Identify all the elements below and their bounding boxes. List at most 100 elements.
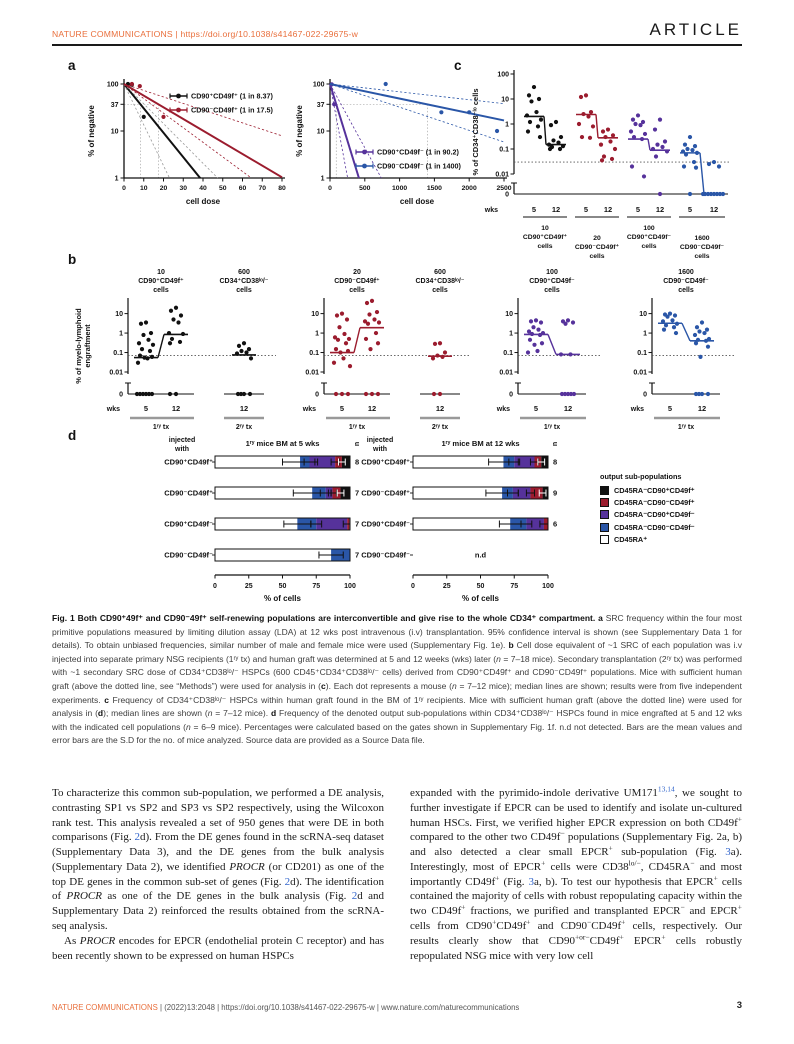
svg-text:9: 9 <box>553 489 557 498</box>
figure-reference-link[interactable]: 2 <box>284 875 291 888</box>
svg-text:1: 1 <box>315 331 319 338</box>
figure-reference-link[interactable]: 3 <box>528 875 535 888</box>
svg-text:% of cells: % of cells <box>462 594 499 603</box>
panel-c-plot: 100 10 1 0.1 0.01 0 % of CD34⁺CD38⁻ˡᵒ cells wks… <box>471 70 730 260</box>
svg-text:0: 0 <box>122 185 126 192</box>
legend-entry-label: CD45RA⁺ <box>614 534 648 544</box>
svg-text:CD90⁻CD49f⁻: CD90⁻CD49f⁻ <box>361 551 410 560</box>
figure-reference-link[interactable]: 13,14 <box>657 784 675 794</box>
svg-text:10: 10 <box>111 129 119 136</box>
svg-text:CD90⁻CD49f⁻: CD90⁻CD49f⁻ <box>164 551 213 560</box>
svg-text:600: 600 <box>238 269 250 276</box>
svg-text:5: 5 <box>688 205 692 214</box>
svg-text:1600: 1600 <box>678 269 694 276</box>
svg-text:0.01: 0.01 <box>305 370 319 377</box>
page-footer: NATURE COMMUNICATIONS | (2022)13:2048 | … <box>52 1003 519 1012</box>
svg-text:0.01: 0.01 <box>109 370 123 377</box>
svg-text:cells: cells <box>153 287 169 294</box>
svg-text:0: 0 <box>643 392 647 399</box>
svg-text:CD90⁻CD49f⁺ (1 in 17.5): CD90⁻CD49f⁺ (1 in 17.5) <box>191 106 273 115</box>
svg-text:0.1: 0.1 <box>637 350 647 357</box>
svg-text:12: 12 <box>656 205 664 214</box>
figure-reference-link[interactable]: 2 <box>351 890 358 903</box>
svg-text:10: 10 <box>311 311 319 318</box>
svg-text:1ʳʸ tx: 1ʳʸ tx <box>544 424 560 431</box>
figure-reference-link[interactable]: 2 <box>134 831 141 844</box>
svg-text:n: n <box>552 442 559 446</box>
svg-text:5: 5 <box>636 205 640 214</box>
svg-text:CD90⁺CD49f⁻: CD90⁺CD49f⁻ <box>529 277 575 285</box>
svg-text:1ʳʸ tx: 1ʳʸ tx <box>349 424 365 431</box>
svg-text:1: 1 <box>643 331 647 338</box>
svg-text:cells: cells <box>432 287 448 294</box>
svg-text:cells: cells <box>537 243 552 250</box>
svg-text:80: 80 <box>278 185 286 192</box>
doi-link[interactable]: https://doi.org/10.1038/s41467-022-29675… <box>180 29 358 39</box>
panel-b-subplot-4: 1600 CD90⁻CD49f⁻ cells 10 1 0.1 0.01 0 wks 5 12 1ʳʸ… <box>630 269 736 431</box>
svg-text:5: 5 <box>532 205 536 214</box>
body-paragraph: To characterize this common sub-populati… <box>52 787 384 933</box>
svg-text:100: 100 <box>497 72 509 79</box>
svg-text:0: 0 <box>509 392 513 399</box>
legend-title: output sub-populations <box>600 472 682 481</box>
svg-text:7: 7 <box>355 551 359 560</box>
legend-entry: CD45RA⁻CD90⁻CD49f⁻ <box>600 522 695 532</box>
svg-text:1: 1 <box>509 331 513 338</box>
legend-swatch-icon <box>600 498 609 508</box>
svg-text:1ʳʸ mice BM at 12 wks: 1ʳʸ mice BM at 12 wks <box>441 439 519 448</box>
svg-text:CD90⁻CD49f⁻: CD90⁻CD49f⁻ <box>680 244 725 251</box>
svg-text:1: 1 <box>321 176 325 183</box>
svg-text:0.1: 0.1 <box>113 350 123 357</box>
panel-a-label: a <box>68 58 76 73</box>
svg-text:1: 1 <box>505 122 509 129</box>
svg-text:0.01: 0.01 <box>495 172 509 179</box>
legend-swatch-icon <box>600 534 609 544</box>
svg-text:600: 600 <box>434 269 446 276</box>
svg-text:6: 6 <box>553 520 557 529</box>
svg-text:8: 8 <box>553 458 557 467</box>
svg-text:CD34⁺CD38ˡᵒ/⁻: CD34⁺CD38ˡᵒ/⁻ <box>220 277 269 285</box>
legend-swatch-icon <box>600 510 609 520</box>
panel-d-label: d <box>68 428 77 443</box>
svg-text:CD90⁺CD49f⁻: CD90⁺CD49f⁻ <box>627 234 672 241</box>
svg-text:wks: wks <box>484 207 498 214</box>
body-paragraph: As PROCR encodes for EPCR (endothelial p… <box>52 934 384 962</box>
svg-text:1ʳʸ tx: 1ʳʸ tx <box>678 424 694 431</box>
svg-text:CD90⁺CD49f⁺: CD90⁺CD49f⁺ <box>361 458 410 467</box>
legend-entry: CD45RA⁻CD90⁺CD49f⁺ <box>600 486 695 495</box>
svg-text:10: 10 <box>505 311 513 318</box>
svg-text:0: 0 <box>315 392 319 399</box>
svg-text:12: 12 <box>172 404 180 413</box>
svg-text:CD90⁻CD49f⁺: CD90⁻CD49f⁺ <box>334 277 380 285</box>
footer-site-link[interactable]: www.nature.com/naturecommunications <box>381 1003 520 1012</box>
svg-text:50: 50 <box>279 583 287 590</box>
legend-entry-label: CD45RA⁻CD90⁻CD49f⁺ <box>614 498 695 508</box>
svg-text:5: 5 <box>534 404 538 413</box>
svg-text:1500: 1500 <box>427 185 442 192</box>
figure-reference-link[interactable]: 3 <box>725 846 731 859</box>
svg-text:10: 10 <box>115 311 123 318</box>
svg-text:10: 10 <box>541 225 549 232</box>
svg-text:25: 25 <box>443 583 451 590</box>
svg-text:CD90⁻CD49f⁺: CD90⁻CD49f⁺ <box>164 489 213 498</box>
svg-text:CD90⁻CD49f⁻: CD90⁻CD49f⁻ <box>663 278 709 285</box>
footer-doi-link[interactable]: https://doi.org/10.1038/s41467-022-29675… <box>221 1003 375 1012</box>
svg-text:0.1: 0.1 <box>503 350 513 357</box>
journal-header: NATURE COMMUNICATIONS | https://doi.org/… <box>52 29 358 39</box>
svg-text:100: 100 <box>107 82 119 89</box>
svg-text:n: n <box>354 442 361 446</box>
svg-text:CD90⁻CD49f⁺: CD90⁻CD49f⁺ <box>361 489 410 498</box>
svg-text:0: 0 <box>119 392 123 399</box>
svg-text:500: 500 <box>359 185 371 192</box>
figure-caption: Fig. 1 Both CD90⁺49f⁺ and CD90⁻49f⁺ self… <box>52 613 743 746</box>
svg-text:CD90⁺CD49f⁺: CD90⁺CD49f⁺ <box>164 458 213 467</box>
body-paragraph: expanded with the pyrimido-indole deriva… <box>410 784 743 962</box>
svg-text:1000: 1000 <box>392 185 407 192</box>
svg-text:37: 37 <box>317 102 325 109</box>
svg-text:7: 7 <box>355 489 359 498</box>
panel-d-chart-5wks: 1ʳʸ mice BM at 5 wks n injected with CD90⁺CD… <box>164 437 361 603</box>
legend-entry-label: CD45RA⁻CD90⁺CD49f⁺ <box>614 486 695 495</box>
svg-text:injected: injected <box>169 437 195 444</box>
